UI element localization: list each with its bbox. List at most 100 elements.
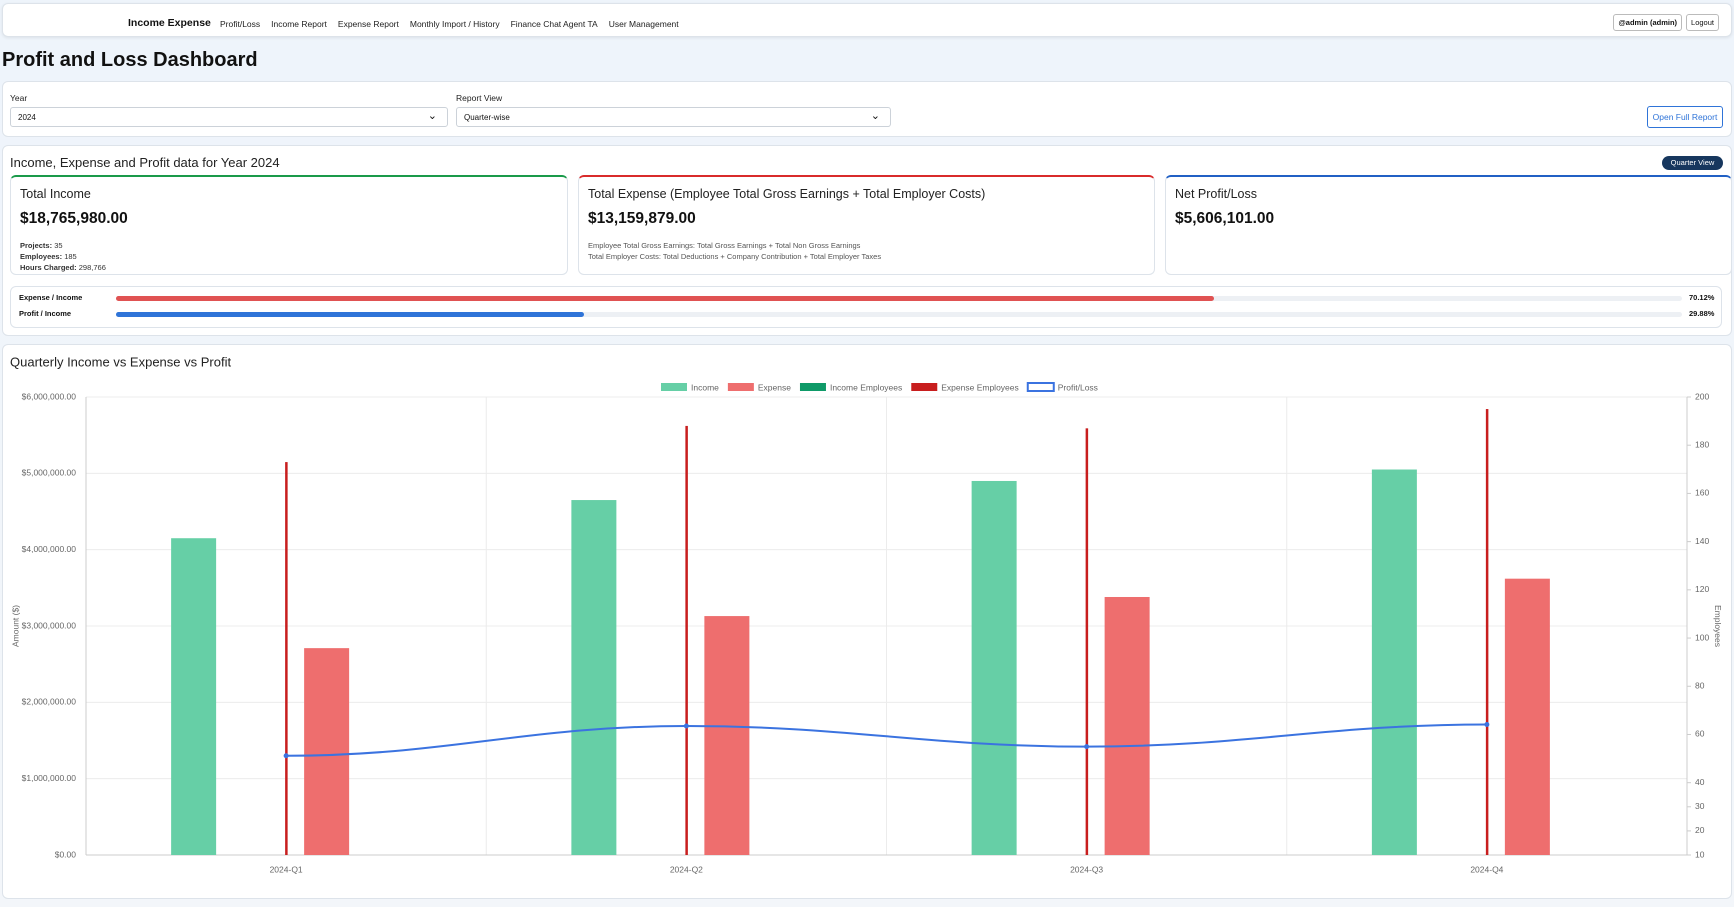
y-axis-title: Amount ($)	[10, 605, 20, 647]
bar	[1371, 469, 1417, 855]
y2-tick-label: 160	[1695, 488, 1709, 498]
x-tick-label: 2024-Q4	[1470, 864, 1503, 874]
ratio-track	[116, 296, 1682, 301]
nav-link[interactable]: Finance Chat Agent TA	[510, 19, 598, 29]
bar	[1104, 596, 1150, 855]
y2-tick-label: 100	[1695, 632, 1709, 642]
kpi-card: Net Profit/Loss $5,606,101.00	[1165, 175, 1732, 275]
y2-tick-label: 200	[1695, 391, 1709, 401]
note: Total Employer Costs: Total Deductions +…	[588, 252, 882, 261]
line-point	[1484, 721, 1490, 727]
x-tick-label: 2024-Q2	[670, 864, 703, 874]
bar	[304, 648, 350, 855]
ratio-label: Expense / Income	[19, 293, 83, 302]
detail-value: 298,766	[78, 263, 106, 272]
kpi-title: Net Profit/Loss	[1175, 187, 1257, 201]
nav-link[interactable]: Income Report	[271, 19, 327, 29]
line-point	[283, 753, 289, 759]
kpi-notes: Employee Total Gross Earnings: Total Gro…	[588, 240, 1145, 262]
bar	[685, 425, 688, 855]
detail-row: Hours Charged: 298,766	[20, 262, 558, 273]
year-label: Year	[10, 93, 28, 103]
nav-link[interactable]: Expense Report	[337, 19, 399, 29]
nav-link[interactable]: User Management	[608, 19, 679, 29]
y2-tick-label: 80	[1695, 681, 1705, 691]
bar	[971, 480, 1017, 855]
y2-axis-title: Employees	[1713, 605, 1723, 647]
nav-link[interactable]: Profit/Loss	[220, 19, 261, 29]
bar	[1485, 409, 1489, 855]
bar	[1504, 578, 1550, 855]
y2-tick-label: 120	[1695, 584, 1709, 594]
nav-link[interactable]: Monthly Import / History	[409, 19, 500, 29]
kpi-value: $13,159,879.00	[588, 210, 696, 227]
chart-title: Quarterly Income vs Expense vs Profit	[10, 354, 231, 369]
detail-value: 185	[64, 252, 77, 261]
chart: Quarterly Income vs Expense vs Profit $0…	[10, 354, 1723, 874]
legend-swatch	[911, 383, 938, 391]
bar	[571, 500, 617, 855]
kpi-value: $5,606,101.00	[1175, 210, 1275, 227]
bar	[285, 462, 288, 855]
legend-swatch	[1026, 382, 1055, 392]
legend-swatch	[661, 383, 687, 391]
ratio-track	[116, 312, 1682, 317]
detail-value: 35	[54, 241, 63, 250]
logout-button[interactable]: Logout	[1686, 14, 1719, 31]
y-tick-label: $5,000,000.00	[22, 468, 77, 478]
y2-tick-label: 60	[1695, 729, 1705, 739]
open-report-button[interactable]: Open Full Report	[1647, 106, 1723, 128]
legend: Income Expense Income Employees Expense Emp…	[661, 382, 1098, 392]
navbar: Income Expense Profit/Loss Income Report…	[2, 3, 1732, 37]
brand[interactable]: Income Expense	[128, 17, 211, 29]
x-tick-label: 2024-Q1	[270, 864, 303, 874]
kpi-title: Total Expense (Employee Total Gross Earn…	[588, 187, 986, 201]
legend-swatch	[799, 383, 826, 391]
line-point	[683, 723, 689, 729]
detail-label: Hours Charged:	[20, 263, 77, 272]
y-tick-label: $6,000,000.00	[22, 391, 77, 401]
bar	[1085, 428, 1089, 855]
y-tick-label: $3,000,000.00	[22, 620, 77, 630]
line	[286, 723, 1487, 757]
legend-label: Income Employees	[830, 382, 902, 392]
x-tick-label: 2024-Q3	[1070, 864, 1103, 874]
y2-tick-label: 10	[1695, 849, 1705, 859]
legend-label: Income	[691, 382, 719, 392]
legend-label: Expense	[758, 382, 791, 392]
y2-tick-label: 20	[1695, 825, 1705, 835]
y2-tick-label: 140	[1695, 536, 1709, 546]
legend-label: Expense Employees	[941, 382, 1019, 392]
ratio-row: Expense / Income 70.12%	[19, 293, 1719, 305]
kpi-card: Total Income $18,765,980.00 Projects: 35…	[10, 175, 568, 275]
legend-label: Profit/Loss	[1058, 382, 1098, 392]
summary-title: Income, Expense and Profit data for Year…	[10, 155, 280, 170]
chart-card	[2, 344, 1732, 899]
filter-card: Year 2024 Report View Quarter-wise	[2, 81, 1732, 137]
detail-label: Employees:	[20, 252, 63, 261]
kpi-title: Total Income	[20, 187, 91, 201]
ratio-value: 29.88%	[1689, 309, 1715, 318]
ratio-row: Profit / Income 29.88%	[19, 309, 1719, 321]
kpi-details: Projects: 35 Employees: 185 Hours Charge…	[20, 240, 558, 273]
ratio-label: Profit / Income	[19, 309, 72, 318]
nav-links: Profit/Loss Income Report Expense Report…	[220, 19, 679, 29]
kpi-value: $18,765,980.00	[20, 210, 128, 227]
y-tick-label: $1,000,000.00	[22, 773, 77, 783]
kpi-card: Total Expense (Employee Total Gross Earn…	[578, 175, 1155, 275]
y-tick-label: $2,000,000.00	[22, 697, 77, 707]
view-select[interactable]: Quarter-wise	[456, 107, 891, 127]
year-select[interactable]: 2024	[10, 107, 448, 127]
user-area: @admin (admin) Logout	[1613, 14, 1719, 31]
y-tick-label: $0.00	[55, 849, 77, 859]
detail-row: Employees: 185	[20, 251, 558, 262]
ratio-bar	[116, 296, 1215, 301]
detail-label: Projects:	[20, 241, 53, 250]
y2-tick-label: 180	[1695, 439, 1709, 449]
page-title: Profit and Loss Dashboard	[2, 49, 258, 71]
bar	[704, 616, 750, 855]
view-badge: Quarter View	[1662, 156, 1723, 170]
y-tick-label: $4,000,000.00	[22, 544, 77, 554]
detail-row: Projects: 35	[20, 240, 558, 251]
